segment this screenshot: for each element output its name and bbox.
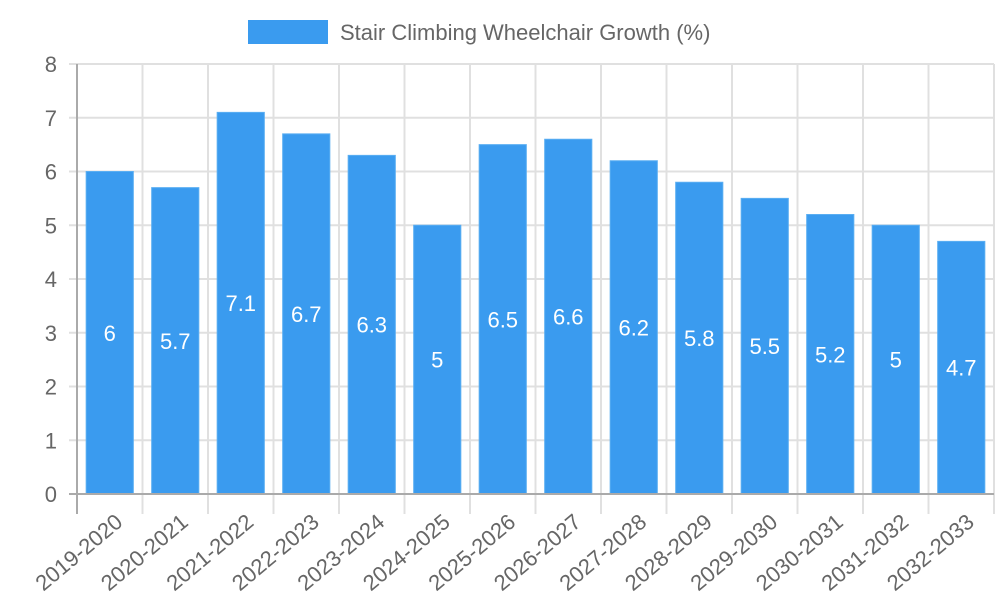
bar-value-label: 5 (890, 348, 902, 373)
y-axis: 0 1 2 3 4 5 6 7 8 (45, 52, 57, 507)
bar-value-label: 6.5 (487, 307, 518, 332)
y-tick-label: 3 (45, 321, 57, 346)
y-tick-label: 4 (45, 267, 57, 292)
bar-value-label: 4.7 (946, 356, 977, 381)
y-tick-label: 0 (45, 482, 57, 507)
bar-value-label: 6 (104, 321, 116, 346)
bar-value-label: 5.5 (749, 334, 780, 359)
bar-value-label: 6.7 (291, 302, 322, 327)
bar[interactable] (609, 160, 658, 495)
bar[interactable] (675, 181, 724, 495)
legend[interactable]: Stair Climbing Wheelchair Growth (%) (248, 20, 710, 45)
bar-value-label: 5.8 (684, 326, 715, 351)
bar[interactable] (216, 111, 265, 495)
bar-value-label: 5.2 (815, 342, 846, 367)
bar-value-label: 5 (431, 348, 443, 373)
bar[interactable] (740, 197, 789, 495)
bar[interactable] (806, 214, 855, 495)
y-tick-label: 6 (45, 160, 57, 185)
bar-value-label: 5.7 (160, 329, 191, 354)
bar[interactable] (282, 133, 331, 495)
bar[interactable] (85, 171, 134, 495)
bar[interactable] (347, 154, 396, 495)
y-tick-label: 7 (45, 106, 57, 131)
bar-value-label: 6.3 (356, 313, 387, 338)
y-tick-label: 2 (45, 375, 57, 400)
legend-swatch (248, 20, 328, 44)
y-tick-label: 8 (45, 52, 57, 77)
x-axis: 2019-20202020-20212021-20222022-20232023… (31, 493, 994, 596)
bar[interactable] (478, 144, 527, 495)
gridlines (69, 63, 995, 514)
y-tick-label: 5 (45, 213, 57, 238)
bar-value-label: 7.1 (225, 291, 256, 316)
bar[interactable] (871, 224, 920, 495)
legend-label: Stair Climbing Wheelchair Growth (%) (340, 20, 710, 45)
bar-value-label: 6.6 (553, 305, 584, 330)
bar[interactable] (413, 224, 462, 495)
bar-value-label: 6.2 (618, 315, 649, 340)
y-tick-label: 1 (45, 428, 57, 453)
bars: 6 5.7 7.1 6.7 6.3 5 6.5 6.6 6.2 5.8 5.5 5.2 5 4.7 (85, 111, 986, 495)
bar[interactable] (151, 187, 200, 495)
